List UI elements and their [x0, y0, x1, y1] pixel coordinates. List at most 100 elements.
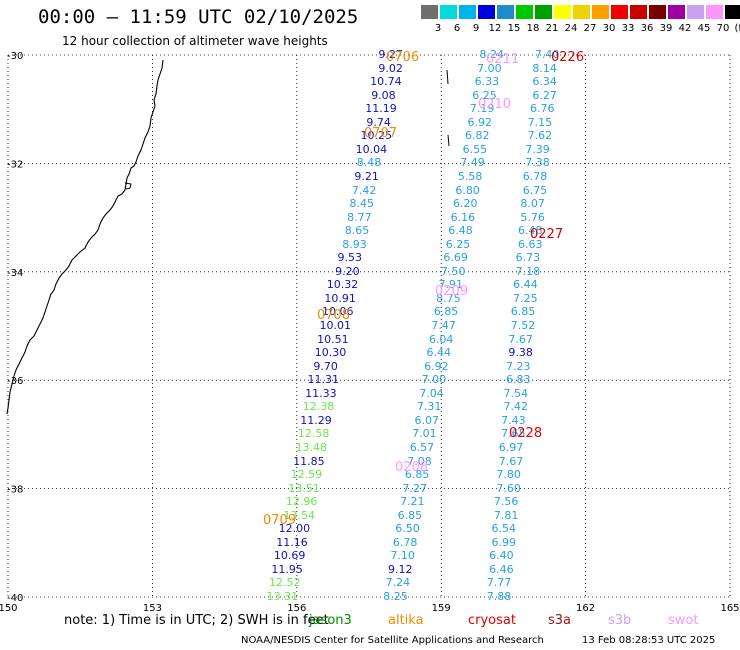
wave-height-value: 6.85: [510, 305, 536, 319]
colorbar-swatch: [668, 5, 685, 19]
pass-id-label: 0708: [317, 308, 351, 323]
map-title: 00:00 – 11:59 UTC 02/10/2025: [38, 6, 359, 28]
wave-height-value: 6.75: [522, 183, 548, 197]
wave-height-value: 8.45: [349, 197, 375, 211]
wave-height-value: 10.69: [273, 549, 306, 563]
wave-height-value: 9.74: [366, 115, 391, 129]
wave-height-value: 12.00: [278, 522, 311, 536]
wave-height-value: 6.48: [517, 224, 543, 238]
colorbar-swatch: [459, 5, 476, 19]
wave-height-value: 6.73: [515, 251, 541, 265]
pass-id-label: 0208: [395, 460, 429, 475]
wave-height-value: 6.83: [505, 373, 531, 387]
colorbar-label: (ft): [734, 23, 740, 34]
wave-height-value: 7.23: [505, 359, 531, 373]
wave-height-value: 7.60: [496, 481, 521, 495]
generation-timestamp: 13 Feb 08:28:53 UTC 2025: [582, 635, 716, 646]
colorbar-swatch: [573, 5, 590, 19]
wave-height-value: 6.40: [489, 549, 514, 563]
wave-height-value: 7.04: [419, 386, 444, 400]
map-subtitle: 12 hour collection of altimeter wave hei…: [62, 34, 328, 48]
wave-height-value: 10.91: [324, 291, 356, 305]
colorbar-swatch: [706, 5, 723, 19]
wave-height-value: 7.47: [431, 319, 456, 332]
latitude-label: -36: [7, 376, 23, 387]
wave-height-value: 7.56: [493, 495, 519, 509]
wave-height-value: 6.07: [414, 413, 440, 427]
satellite-legend-entry: altika: [388, 613, 424, 628]
colorbar-label: 45: [697, 23, 711, 34]
wave-height-value: 8.77: [347, 210, 372, 224]
colorbar-swatch: [478, 5, 495, 19]
wave-height-value: 13.54: [283, 508, 315, 522]
island-mark: [447, 134, 450, 147]
colorbar-swatch: [497, 5, 514, 19]
wave-height-value: 6.57: [409, 440, 435, 454]
wave-height-value: 9.08: [371, 88, 396, 102]
wave-height-value: 8.14: [532, 61, 557, 75]
colorbar-swatch: [630, 5, 647, 19]
wave-height-value: 10.06: [321, 305, 354, 319]
latitude-label: -38: [7, 485, 23, 496]
wave-height-value: 13.51: [288, 481, 320, 495]
satellite-legend-entry: s3a: [548, 613, 572, 628]
colorbar-label: 9: [472, 23, 480, 34]
wave-height-value: 11.31: [307, 373, 340, 387]
wave-height-value: 7.42: [351, 183, 377, 197]
latitude-label: -40: [7, 593, 23, 604]
colorbar-swatch: [554, 5, 571, 19]
wave-height-value: 7.77: [486, 576, 512, 590]
wave-height-value: 7.81: [493, 508, 519, 522]
colorbar-label: 42: [678, 23, 692, 34]
credit-line: NOAA/NESDIS Center for Satellite Applica…: [241, 635, 544, 646]
wave-height-value: 12.52: [269, 576, 301, 590]
pass-id-label: 0226: [551, 50, 585, 65]
colorbar-label: 12: [488, 23, 502, 34]
wave-height-value: 6.92: [424, 359, 449, 373]
satellite-legend-entry: jason3: [309, 613, 352, 628]
wave-height-value: 12.58: [297, 427, 330, 441]
wave-height-value: 7.91: [438, 278, 464, 292]
wave-height-value: 7.40: [534, 48, 560, 61]
wave-height-value: 10.30: [314, 346, 347, 360]
wave-height-value: 6.63: [517, 237, 543, 251]
wave-height-value: 7.54: [503, 386, 529, 400]
wave-height-value: 7.39: [525, 142, 550, 156]
wave-height-value: 11.29: [300, 413, 332, 427]
satellite-legend-entry: s3b: [608, 613, 632, 628]
satellite-legend-entry: swot: [668, 613, 699, 628]
colorbar-swatch: [725, 5, 740, 19]
wave-height-value: 8.25: [383, 590, 408, 603]
wave-height-value: 5.58: [457, 169, 483, 183]
pass-id-label: 0707: [364, 126, 398, 141]
wave-height-value: 7.08: [407, 454, 432, 468]
wave-height-value: 7.88: [486, 590, 512, 603]
wave-height-value: 6.85: [433, 305, 459, 319]
colorbar-label: 6: [453, 23, 461, 34]
longitude-label: 156: [287, 603, 306, 614]
wave-height-value: 7.10: [390, 549, 415, 563]
wave-height-value: 11.33: [305, 386, 337, 400]
wave-height-value: 6.04: [428, 332, 454, 346]
wave-height-value: 6.55: [462, 142, 488, 156]
colorbar-label: 30: [602, 23, 616, 34]
wave-height-value: 7.42: [503, 400, 529, 414]
colorbar-label: 3: [434, 23, 442, 34]
wave-height-value: 7.43: [501, 413, 526, 427]
coast-inlet: [446, 69, 449, 85]
wave-height-value: 7.24: [385, 576, 411, 590]
wave-height-value: 7.19: [469, 102, 495, 116]
wave-height-value: 7.65: [501, 427, 526, 441]
wave-height-value: 6.16: [450, 210, 476, 224]
wave-height-value: 6.85: [397, 508, 423, 522]
colorbar-swatch: [687, 5, 704, 19]
wave-height-value: 8.07: [520, 197, 545, 211]
pass-id-label: 0210: [478, 97, 512, 112]
wave-height-value: 11.95: [271, 562, 303, 576]
pass-id-label: 0706: [386, 50, 420, 65]
pass-id-label: 0227: [530, 227, 564, 242]
latitude-label: -30: [7, 51, 23, 62]
wave-height-value: 7.00: [477, 61, 502, 75]
wave-height-value: 6.54: [491, 522, 517, 536]
